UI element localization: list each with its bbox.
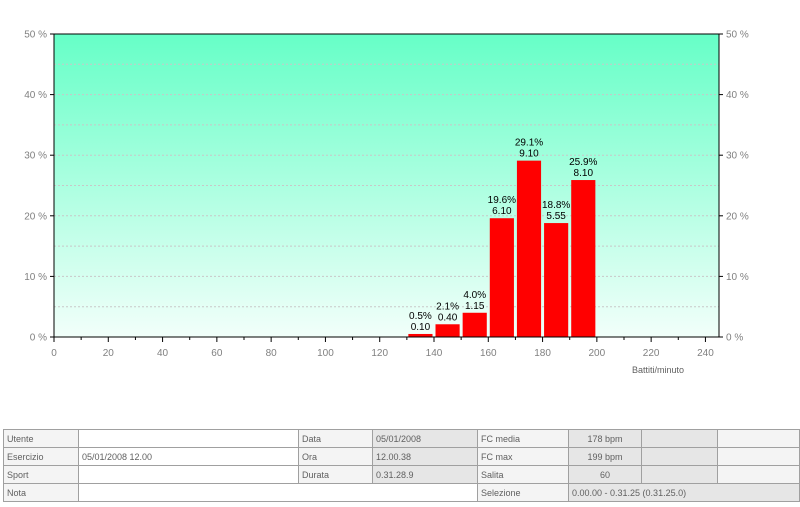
y-tick-label-right: 40 % [726, 90, 749, 101]
salita-value: 60 [568, 465, 642, 484]
fc-media-value: 178 bpm [568, 429, 642, 448]
x-tick-label: 140 [426, 348, 443, 359]
empty-cell [717, 465, 800, 484]
sport-value [78, 465, 299, 484]
empty-cell [641, 465, 718, 484]
esercizio-value: 05/01/2008 12.00 [78, 447, 299, 466]
empty-cell [717, 429, 800, 448]
bar-percent-label: 29.1% [515, 138, 543, 149]
y-tick-label-right: 20 % [726, 211, 749, 222]
heart-rate-histogram: 0.5%0.10 2.1%0.40 4.0%1.15 19.6%6.10 29.1%9.… [24, 30, 749, 376]
bar-time-label: 6.10 [492, 206, 512, 217]
y-tick-label-right: 10 % [726, 272, 749, 283]
info-row-nota: Nota Selezione 0.00.00 - 0.31.25 (0.31.2… [3, 483, 800, 502]
selezione-value: 0.00.00 - 0.31.25 (0.31.25.0) [568, 483, 800, 502]
bar [516, 160, 542, 337]
y-tick-label-right: 50 % [726, 30, 749, 41]
info-row-sport: Sport Durata 0.31.28.9 Salita 60 [3, 465, 800, 484]
fc-media-label: FC media [477, 429, 569, 448]
empty-cell [717, 447, 800, 466]
plot-frame [53, 33, 720, 338]
bar [435, 324, 460, 337]
x-tick-label: 100 [317, 348, 334, 359]
fc-max-label: FC max [477, 447, 569, 466]
x-tick-label: 60 [211, 348, 223, 359]
nota-value [78, 483, 478, 502]
y-tick-label: 40 % [24, 90, 47, 101]
bar [544, 223, 569, 337]
session-info-table: Utente Data 05/01/2008 FC media 178 bpm … [3, 429, 800, 502]
bar-time-label: 0.40 [438, 312, 458, 323]
bar-percent-label: 25.9% [569, 157, 597, 168]
info-row-utente: Utente Data 05/01/2008 FC media 178 bpm [3, 429, 800, 448]
info-row-esercizio: Esercizio 05/01/2008 12.00 Ora 12.00.38 … [3, 447, 800, 466]
utente-value [78, 429, 299, 448]
x-tick-label: 0 [51, 348, 57, 359]
bar [408, 333, 433, 337]
bar-percent-label: 4.0% [463, 290, 486, 301]
x-tick-label: 160 [480, 348, 497, 359]
x-tick-label: 120 [371, 348, 388, 359]
bar-time-label: 0.10 [411, 322, 431, 333]
bar-time-label: 8.10 [574, 168, 594, 179]
esercizio-label: Esercizio [3, 447, 79, 466]
x-tick-label: 40 [157, 348, 169, 359]
ora-value: 12.00.38 [372, 447, 478, 466]
y-tick-label: 0 % [30, 333, 47, 344]
empty-cell [641, 447, 718, 466]
bar [571, 180, 596, 337]
sport-label: Sport [3, 465, 79, 484]
x-tick-label: 80 [266, 348, 278, 359]
y-tick-label: 10 % [24, 272, 47, 283]
x-tick-label: 220 [643, 348, 660, 359]
y-tick-label-right: 30 % [726, 151, 749, 162]
durata-label: Durata [298, 465, 373, 484]
durata-value: 0.31.28.9 [372, 465, 478, 484]
y-tick-label: 50 % [24, 30, 47, 41]
nota-label: Nota [3, 483, 79, 502]
x-tick-label: 20 [103, 348, 115, 359]
data-value: 05/01/2008 [372, 429, 478, 448]
bar [462, 312, 487, 337]
salita-label: Salita [477, 465, 569, 484]
utente-label: Utente [3, 429, 79, 448]
bar [489, 218, 514, 337]
fc-max-value: 199 bpm [568, 447, 642, 466]
y-tick-label: 20 % [24, 211, 47, 222]
bar-time-label: 1.15 [465, 301, 485, 312]
y-tick-label: 30 % [24, 151, 47, 162]
ora-label: Ora [298, 447, 373, 466]
x-tick-label: 240 [697, 348, 714, 359]
bar-percent-label: 2.1% [436, 301, 459, 312]
data-label: Data [298, 429, 373, 448]
x-axis-title: Battiti/minuto [632, 365, 684, 375]
x-tick-label: 200 [589, 348, 606, 359]
bar-percent-label: 19.6% [488, 195, 516, 206]
x-tick-label: 180 [534, 348, 551, 359]
bar-percent-label: 0.5% [409, 311, 432, 322]
bar-time-label: 9.10 [519, 149, 539, 160]
selezione-label: Selezione [477, 483, 569, 502]
bar-time-label: 5.55 [546, 211, 566, 222]
y-tick-label-right: 0 % [726, 333, 743, 344]
empty-cell [641, 429, 718, 448]
bar-percent-label: 18.8% [542, 200, 570, 211]
